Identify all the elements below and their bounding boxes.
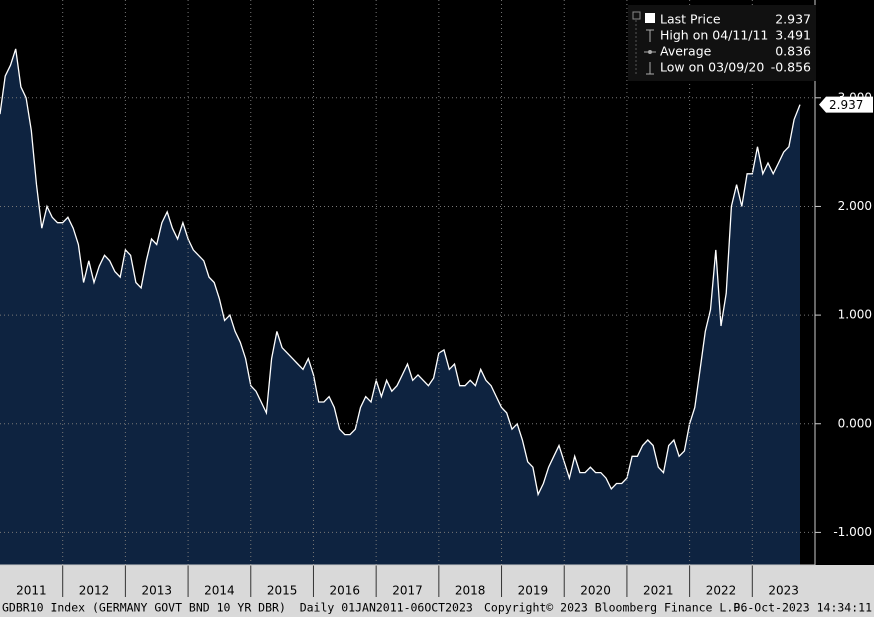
x-tick-label: 2023 [768, 584, 799, 598]
y-tick-label: 2.000 [838, 199, 872, 213]
x-tick-label: 2020 [580, 584, 611, 598]
legend-label: Low on 03/09/20 [660, 60, 764, 75]
legend-label: High on 04/11/11 [660, 28, 768, 43]
footer-timestamp: 06-Oct-2023 14:34:11 [734, 601, 873, 615]
y-tick-label: 1.000 [838, 308, 872, 322]
y-tick-label: -1.000 [833, 525, 872, 539]
legend-icon [648, 50, 652, 54]
last-price-tag [819, 96, 873, 113]
legend-value: 2.937 [775, 12, 811, 27]
last-price-label: 2.937 [829, 98, 863, 112]
x-tick-label: 2018 [455, 584, 486, 598]
footer-copyright: Copyright© 2023 Bloomberg Finance L.P. [484, 601, 747, 615]
legend-label: Average [660, 44, 712, 59]
x-tick-label: 2011 [16, 584, 47, 598]
x-tick-label: 2015 [267, 584, 298, 598]
footer-source: GDBR10 Index (GERMANY GOVT BND 10 YR DBR… [2, 601, 473, 615]
legend-value: -0.856 [771, 60, 811, 75]
x-tick-label: 2019 [518, 584, 549, 598]
x-tick-label: 2014 [204, 584, 235, 598]
legend-box [628, 5, 816, 81]
legend-label: Last Price [660, 12, 721, 27]
legend-swatch [645, 13, 655, 23]
y-tick-label: 0.000 [838, 416, 872, 430]
x-axis-band [0, 565, 874, 617]
x-tick-label: 2021 [643, 584, 674, 598]
legend-value: 0.836 [775, 44, 811, 59]
x-tick-label: 2012 [79, 584, 110, 598]
price-line [0, 48, 801, 497]
legend-value: 3.491 [775, 28, 811, 43]
x-tick-label: 2013 [141, 584, 172, 598]
plot: -1.0000.0001.0002.0003.00020112012201320… [0, 0, 873, 598]
area-fill [0, 48, 800, 565]
x-tick-label: 2022 [706, 584, 737, 598]
legend-toggle [632, 11, 641, 20]
legend: Last Price 2.937 High on 04/11/11 3.491 … [628, 5, 816, 81]
x-tick-label: 2016 [330, 584, 361, 598]
x-tick-label: 2017 [392, 584, 423, 598]
